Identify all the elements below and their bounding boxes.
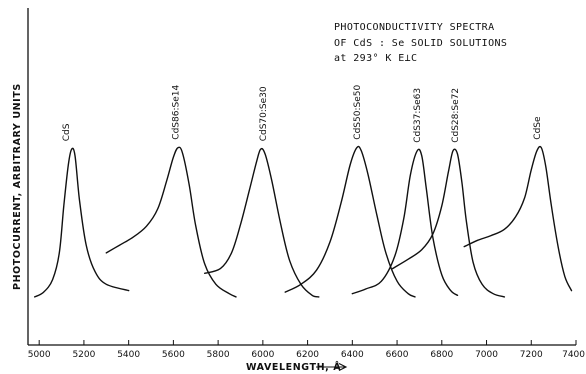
series-label: CdS [62,123,72,141]
series-label: CdSe [533,116,543,140]
title-line-1: PHOTOCONDUCTIVITY SPECTRA [334,22,495,33]
x-tick-label: 6000 [251,350,274,360]
series-curves [34,145,573,298]
series-curve-5 [391,148,506,298]
x-tick-label: 5800 [207,350,230,360]
x-tick-label: 5400 [117,350,140,360]
x-tick-label: 6200 [296,350,319,360]
x-tick-label: 7200 [520,350,543,360]
x-axis-label: WAVELENGTH, Å [246,362,341,373]
series-curve-4 [351,148,459,296]
x-tick-label: 5000 [28,350,51,360]
x-tick-label: 6800 [430,350,453,360]
x-axis-arrow [316,363,348,371]
chart-title: PHOTOCONDUCTIVITY SPECTRA OF CdS : Se SO… [334,22,507,64]
series-label: CdS70:Se30 [259,86,269,141]
series-curve-0 [34,147,130,298]
title-line-2: OF CdS : Se SOLID SOLUTIONS [334,38,507,49]
x-tick-label: 5600 [162,350,185,360]
series-curve-1 [105,146,237,298]
series-label: CdS86:Se14 [172,85,182,140]
x-tick-label: 6600 [386,350,409,360]
x-tick-label: 5200 [72,350,95,360]
x-ticks: 5000 5200 5400 5600 5800 6000 6200 6400 6600 6800… [28,340,585,360]
series-label: CdS37:Se63 [413,88,423,143]
title-line-3: at 293° K E⊥C [334,53,417,64]
series-curve-6 [463,145,573,292]
series-curve-3 [284,145,416,298]
series-labels: CdS CdS86:Se14 CdS70:Se30 CdS50:Se50 CdS37:S… [62,85,543,143]
series-label: CdS50:Se50 [353,85,363,140]
series-curve-2 [204,147,320,298]
x-tick-label: 6400 [341,350,364,360]
plot-frame [27,8,576,346]
y-axis-label: PHOTOCURRENT, ARBITRARY UNITS [12,83,23,290]
x-tick-label: 7400 [562,350,585,360]
series-label: CdS28:Se72 [451,88,461,143]
x-tick-label: 7000 [475,350,498,360]
